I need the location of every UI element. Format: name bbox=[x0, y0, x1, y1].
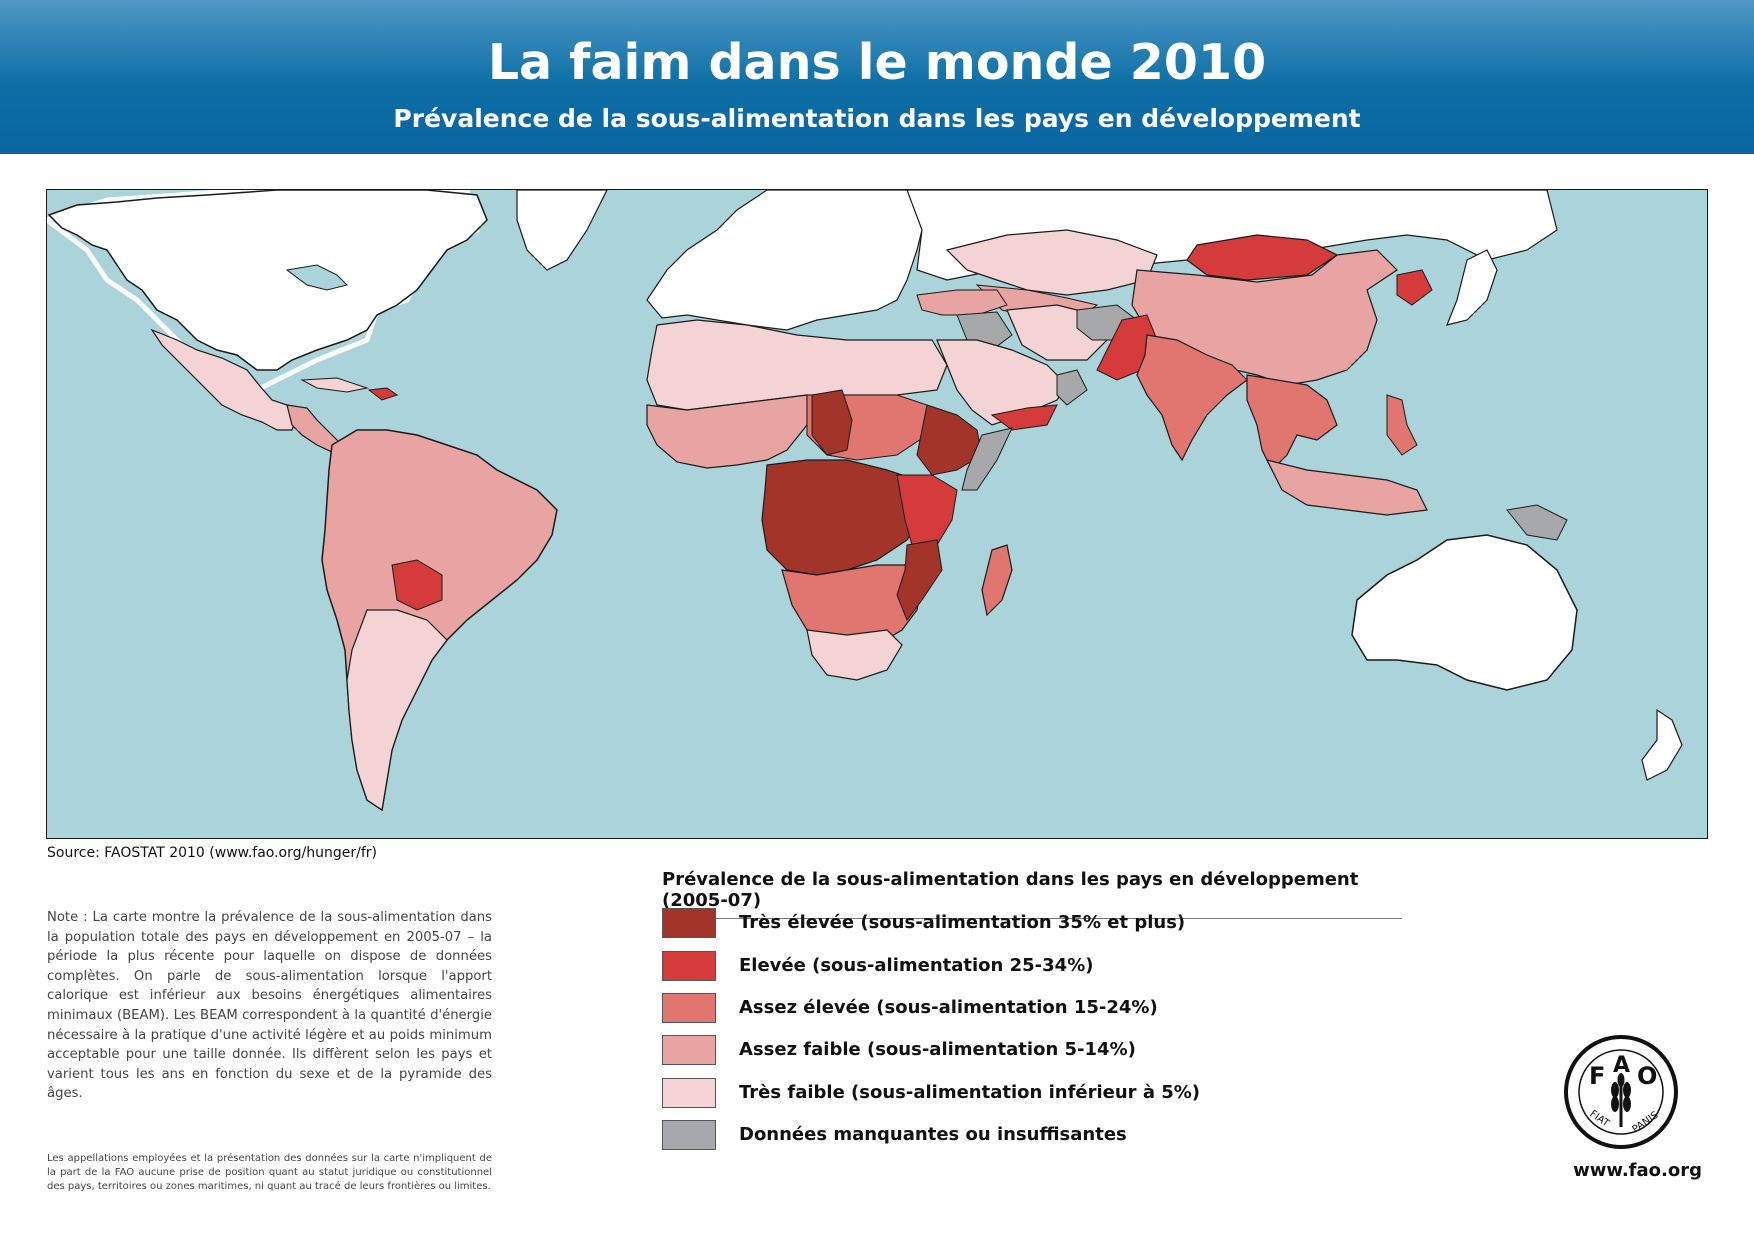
north-korea bbox=[1396, 269, 1433, 306]
legend-swatch bbox=[662, 908, 716, 938]
turkey-caucasus bbox=[916, 289, 1008, 316]
southeast-asia bbox=[1246, 374, 1338, 472]
legend-label: Assez élevée (sous-alimentation 15-24%) bbox=[739, 997, 1158, 1018]
legend-label: Elevée (sous-alimentation 25-34%) bbox=[739, 955, 1094, 976]
south-africa bbox=[806, 629, 903, 681]
methodology-note: Note : La carte montre la prévalence de … bbox=[47, 910, 492, 1102]
legend-item-high: Elevée (sous-alimentation 25-34%) bbox=[662, 951, 1462, 983]
papua-new-guinea bbox=[1506, 504, 1568, 541]
australia bbox=[1351, 534, 1578, 691]
world-map-svg bbox=[47, 190, 1683, 812]
philippines bbox=[1386, 394, 1418, 456]
chad bbox=[811, 389, 853, 456]
oman bbox=[1056, 369, 1088, 406]
mongolia bbox=[1186, 234, 1339, 281]
argentina-chile bbox=[346, 609, 448, 812]
greenland bbox=[516, 190, 608, 271]
indonesia bbox=[1265, 459, 1428, 516]
japan bbox=[1446, 249, 1498, 326]
haiti bbox=[367, 387, 399, 401]
legend-swatch bbox=[662, 1120, 716, 1150]
cuba bbox=[300, 377, 369, 393]
svg-text:O: O bbox=[1637, 1062, 1657, 1090]
great-lakes bbox=[285, 264, 348, 291]
legend-item-missing-data: Données manquantes ou insuffisantes bbox=[662, 1120, 1462, 1152]
new-zealand bbox=[1641, 708, 1683, 781]
legend-swatch bbox=[662, 993, 716, 1023]
legend-label: Très faible (sous-alimentation inférieur… bbox=[739, 1082, 1201, 1103]
legend-swatch bbox=[662, 951, 716, 981]
kazakhstan bbox=[945, 229, 1158, 296]
legend-label: Très élevée (sous-alimentation 35% et pl… bbox=[739, 912, 1186, 933]
legend-item-moderately-low: Assez faible (sous-alimentation 5-14%) bbox=[662, 1035, 1462, 1067]
page-title: La faim dans le monde 2010 bbox=[487, 34, 1267, 91]
legend-swatch bbox=[662, 1078, 716, 1108]
world-map bbox=[46, 189, 1708, 839]
disclaimer: Les appellations employées et la présent… bbox=[47, 1153, 492, 1192]
legend-title: Prévalence de la sous-alimentation dans … bbox=[662, 869, 1402, 919]
india bbox=[1136, 334, 1248, 462]
central-africa bbox=[761, 459, 928, 576]
legend-item-very-low: Très faible (sous-alimentation inférieur… bbox=[662, 1078, 1462, 1110]
fao-logo-icon: F O A FIAT PANIS bbox=[1564, 1035, 1678, 1149]
svg-text:F: F bbox=[1589, 1062, 1605, 1090]
header-banner: La faim dans le monde 2010 Prévalence de… bbox=[0, 0, 1754, 154]
horn-of-africa bbox=[916, 404, 983, 476]
mexico bbox=[150, 328, 298, 431]
somalia bbox=[961, 427, 1013, 491]
europe bbox=[646, 190, 928, 331]
bolivia bbox=[391, 559, 443, 611]
legend-label: Données manquantes ou insuffisantes bbox=[739, 1124, 1127, 1145]
mozambique bbox=[896, 539, 943, 622]
fao-website[interactable]: www.fao.org bbox=[1573, 1160, 1702, 1181]
svg-text:A: A bbox=[1613, 1053, 1630, 1078]
page-subtitle: Prévalence de la sous-alimentation dans … bbox=[393, 104, 1361, 133]
yemen bbox=[990, 404, 1058, 431]
east-africa bbox=[896, 474, 958, 546]
legend-swatch bbox=[662, 1035, 716, 1065]
legend-item-moderately-high: Assez élevée (sous-alimentation 15-24%) bbox=[662, 993, 1462, 1025]
sahel bbox=[646, 394, 808, 469]
fao-logo: F O A FIAT PANIS bbox=[1561, 1032, 1681, 1152]
legend-label: Assez faible (sous-alimentation 5-14%) bbox=[739, 1039, 1136, 1060]
legend-item-very-high: Très élevée (sous-alimentation 35% et pl… bbox=[662, 908, 1462, 940]
madagascar bbox=[981, 544, 1013, 617]
source-note: Source: FAOSTAT 2010 (www.fao.org/hunger… bbox=[47, 845, 377, 861]
north-america bbox=[47, 190, 488, 371]
